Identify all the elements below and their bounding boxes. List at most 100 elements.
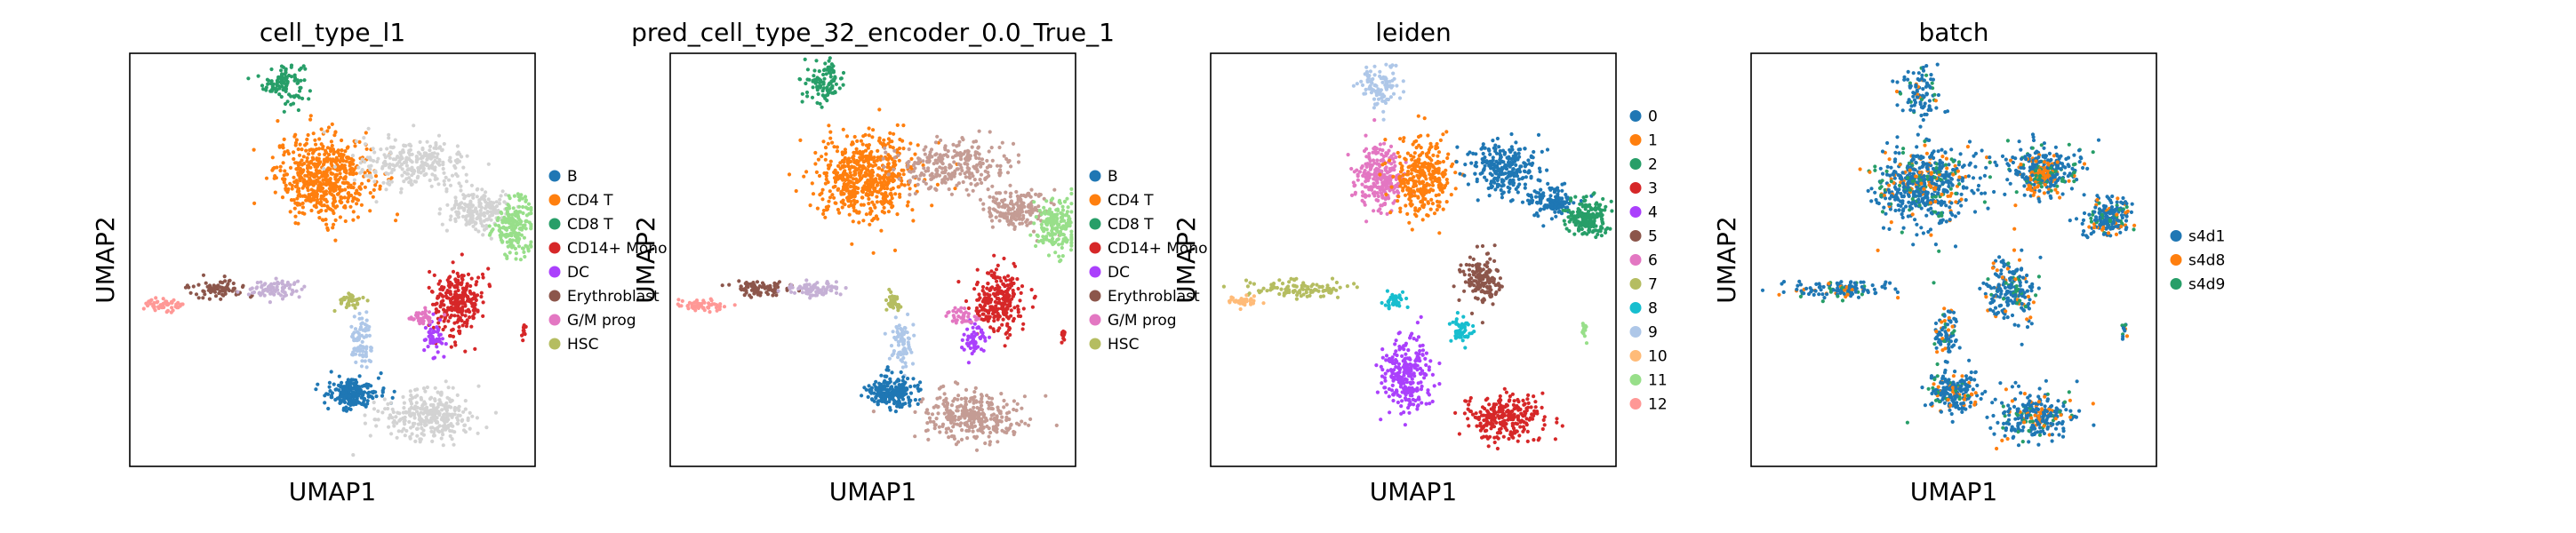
scatter-point: [479, 294, 484, 299]
scatter-point: [330, 122, 334, 126]
scatter-point: [865, 172, 869, 177]
scatter-point: [852, 188, 856, 193]
scatter-point: [389, 432, 394, 436]
scatter-point: [437, 424, 442, 428]
scatter-point: [1021, 322, 1026, 326]
scatter-point: [1068, 220, 1073, 225]
scatter-point: [363, 142, 368, 147]
scatter-point: [463, 399, 468, 403]
scatter-point: [980, 396, 984, 401]
scatter-point: [322, 130, 326, 134]
scatter-point: [371, 147, 375, 151]
scatter-point: [422, 348, 427, 353]
x-axis-label: UMAP1: [289, 477, 377, 506]
scatter-point: [372, 179, 377, 184]
scatter-point: [867, 143, 871, 147]
scatter-point: [804, 286, 809, 290]
scatter-point: [412, 416, 417, 420]
scatter-point: [387, 416, 391, 420]
scatter-point: [151, 304, 156, 308]
scatter-point: [957, 139, 962, 144]
scatter-point: [300, 158, 304, 163]
scatter-point: [347, 394, 351, 399]
scatter-point: [1003, 302, 1007, 306]
scatter-point: [892, 398, 896, 402]
scatter-point: [884, 307, 889, 312]
scatter-point: [794, 188, 798, 194]
scatter-point: [749, 295, 754, 299]
scatter-point: [857, 210, 861, 214]
scatter-point: [446, 319, 451, 323]
scatter-point: [296, 279, 300, 283]
scatter-point: [708, 297, 713, 301]
scatter-point: [913, 384, 917, 388]
legend-marker: [548, 290, 561, 302]
scatter-point: [272, 292, 276, 297]
scatter-point: [364, 131, 368, 135]
scatter-point: [461, 428, 467, 433]
scatter-point: [359, 364, 364, 369]
scatter-point: [1060, 204, 1065, 209]
scatter-point: [317, 152, 322, 156]
scatter-point: [314, 203, 318, 208]
scatter-point: [1029, 288, 1034, 292]
scatter-point: [281, 161, 285, 165]
scatter-point: [493, 223, 498, 227]
scatter-point: [438, 332, 443, 337]
scatter-point: [990, 184, 995, 188]
scatter-point: [884, 390, 889, 394]
scatter-point: [1052, 187, 1057, 192]
scatter-point: [315, 194, 319, 198]
scatter-point: [987, 406, 991, 410]
scatter-point: [331, 171, 335, 176]
scatter-point: [838, 76, 844, 81]
scatter-point: [396, 155, 400, 159]
scatter-point: [1050, 211, 1054, 215]
scatter-point: [490, 206, 494, 211]
scatter-point: [973, 386, 978, 390]
scatter-point: [297, 211, 301, 215]
scatter-point: [275, 165, 279, 170]
scatter-point: [764, 290, 769, 295]
scatter-point: [524, 219, 529, 224]
scatter-point: [350, 298, 355, 302]
scatter-point: [918, 173, 923, 178]
scatter-point: [901, 168, 906, 172]
scatter-point: [823, 157, 828, 162]
scatter-point: [992, 274, 996, 278]
scatter-point: [877, 107, 882, 112]
scatter-point: [1020, 327, 1025, 331]
scatter-point: [1002, 154, 1006, 158]
scatter-point: [982, 296, 987, 300]
scatter-point: [327, 153, 332, 157]
scatter-point: [417, 418, 421, 422]
scatter-point: [282, 180, 286, 185]
scatter-point: [360, 359, 364, 363]
scatter-point: [502, 233, 507, 237]
scatter-point: [956, 143, 961, 147]
scatter-point: [898, 137, 902, 142]
scatter-point: [821, 211, 826, 216]
scatter-point: [428, 144, 433, 148]
scatter-point: [884, 368, 889, 372]
scatter-point: [439, 393, 444, 397]
scatter-point: [364, 333, 369, 338]
scatter-point: [507, 204, 511, 209]
scatter-point: [1041, 235, 1045, 239]
scatter-point: [966, 361, 971, 365]
scatter-point: [474, 227, 478, 232]
scatter-point: [870, 135, 875, 139]
scatter-point: [307, 193, 311, 197]
scatter-point: [293, 132, 298, 137]
scatter-point: [932, 419, 936, 425]
scatter-point: [821, 208, 827, 213]
scatter-point: [338, 199, 342, 203]
scatter-point: [529, 227, 533, 231]
scatter-point: [687, 300, 692, 305]
scatter-point: [387, 136, 391, 140]
scatter-point: [876, 402, 880, 407]
scatter-point: [330, 391, 334, 395]
scatter-point: [343, 219, 348, 224]
scatter-point: [436, 405, 440, 410]
scatter-point: [270, 155, 275, 160]
